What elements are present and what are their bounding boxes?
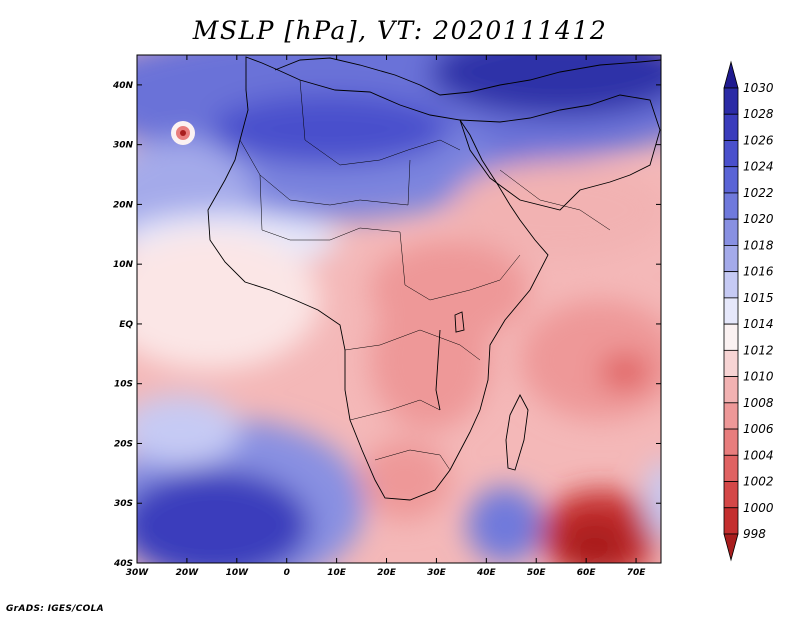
colorbar-label: 1010 [743, 370, 774, 384]
colorbar-label: 1014 [743, 317, 774, 331]
lon-tick-label: 50E [527, 568, 547, 578]
pressure-field [137, 55, 661, 563]
colorbar-label: 998 [743, 527, 766, 541]
colorbar-label: 1026 [743, 133, 774, 147]
colorbar-swatch [723, 166, 739, 194]
lon-tick-label: 10W [226, 568, 250, 578]
colorbar-swatch [723, 218, 739, 246]
lat-tick-label: 20N [113, 200, 134, 210]
colorbar-swatch [723, 428, 739, 456]
lat-tick-label: 40S [113, 559, 133, 569]
colorbar-label: 1018 [743, 238, 774, 252]
longitude-axis: 30W 20W 10W 0 10E 20E 30E 40E 50E 60E 70E [126, 55, 646, 578]
colorbar-swatch [723, 507, 739, 535]
colorbar-label: 1030 [743, 81, 774, 95]
lat-tick-label: 30S [114, 499, 133, 509]
colorbar-label: 1024 [743, 160, 774, 174]
colorbar-swatch [723, 323, 739, 351]
map-frame [136, 54, 662, 564]
lon-tick-label: 70E [627, 568, 647, 578]
colorbar-swatch [723, 113, 739, 141]
colorbar-swatch [723, 376, 739, 404]
colorbar-top-arrow [723, 60, 739, 89]
colorbar-label: 1022 [743, 186, 774, 200]
colorbar-label: 1000 [743, 501, 774, 515]
lat-tick-label: 10N [113, 260, 134, 270]
colorbar-label: 1008 [743, 396, 774, 410]
lat-tick-label: 40N [112, 81, 134, 91]
map-title: MSLP [hPa], VT: 2020111412 [192, 16, 608, 45]
colorbar-swatch [723, 140, 739, 168]
lat-tick-label: EQ [119, 320, 133, 330]
lon-tick-label: 40E [476, 568, 497, 578]
lat-tick-label: 20S [114, 439, 133, 449]
lon-tick-label: 30E [427, 568, 447, 578]
lon-tick-label: 0 [284, 568, 290, 578]
lat-tick-label: 10S [114, 380, 133, 390]
colorbar-label: 1006 [743, 422, 774, 436]
colorbar-label: 1002 [743, 475, 774, 489]
colorbar-swatch [723, 297, 739, 325]
colorbar-swatch [723, 192, 739, 220]
grads-credit: GrADS: IGES/COLA [6, 604, 104, 614]
lon-tick-label: 20W [176, 568, 200, 578]
colorbar: 1030 1028 1026 1024 1022 1020 1018 1016 1015 1014… [723, 60, 774, 562]
colorbar-bottom-arrow [723, 533, 739, 562]
colorbar-label: 1012 [743, 343, 774, 357]
colorbar-label: 1028 [743, 107, 774, 121]
latitude-axis: 40N 30N 20N 10N EQ 10S 20S 30S 40S [112, 81, 661, 569]
colorbar-swatch [723, 481, 739, 509]
colorbar-swatch [723, 349, 739, 377]
colorbar-swatch [723, 271, 739, 299]
lon-tick-label: 60E [577, 568, 597, 578]
lon-tick-label: 10E [327, 568, 347, 578]
colorbar-swatch [723, 454, 739, 482]
colorbar-swatch [723, 87, 739, 115]
colorbar-swatch [723, 402, 739, 430]
colorbar-swatch [723, 245, 739, 273]
lon-tick-label: 20E [377, 568, 397, 578]
country-borders [239, 79, 611, 471]
colorbar-label: 1016 [743, 265, 774, 279]
lat-tick-label: 30N [113, 141, 134, 151]
colorbar-label: 1004 [743, 448, 774, 462]
lon-tick-label: 30W [126, 568, 150, 578]
colorbar-label: 1015 [743, 291, 774, 305]
colorbar-label: 1020 [743, 212, 774, 226]
